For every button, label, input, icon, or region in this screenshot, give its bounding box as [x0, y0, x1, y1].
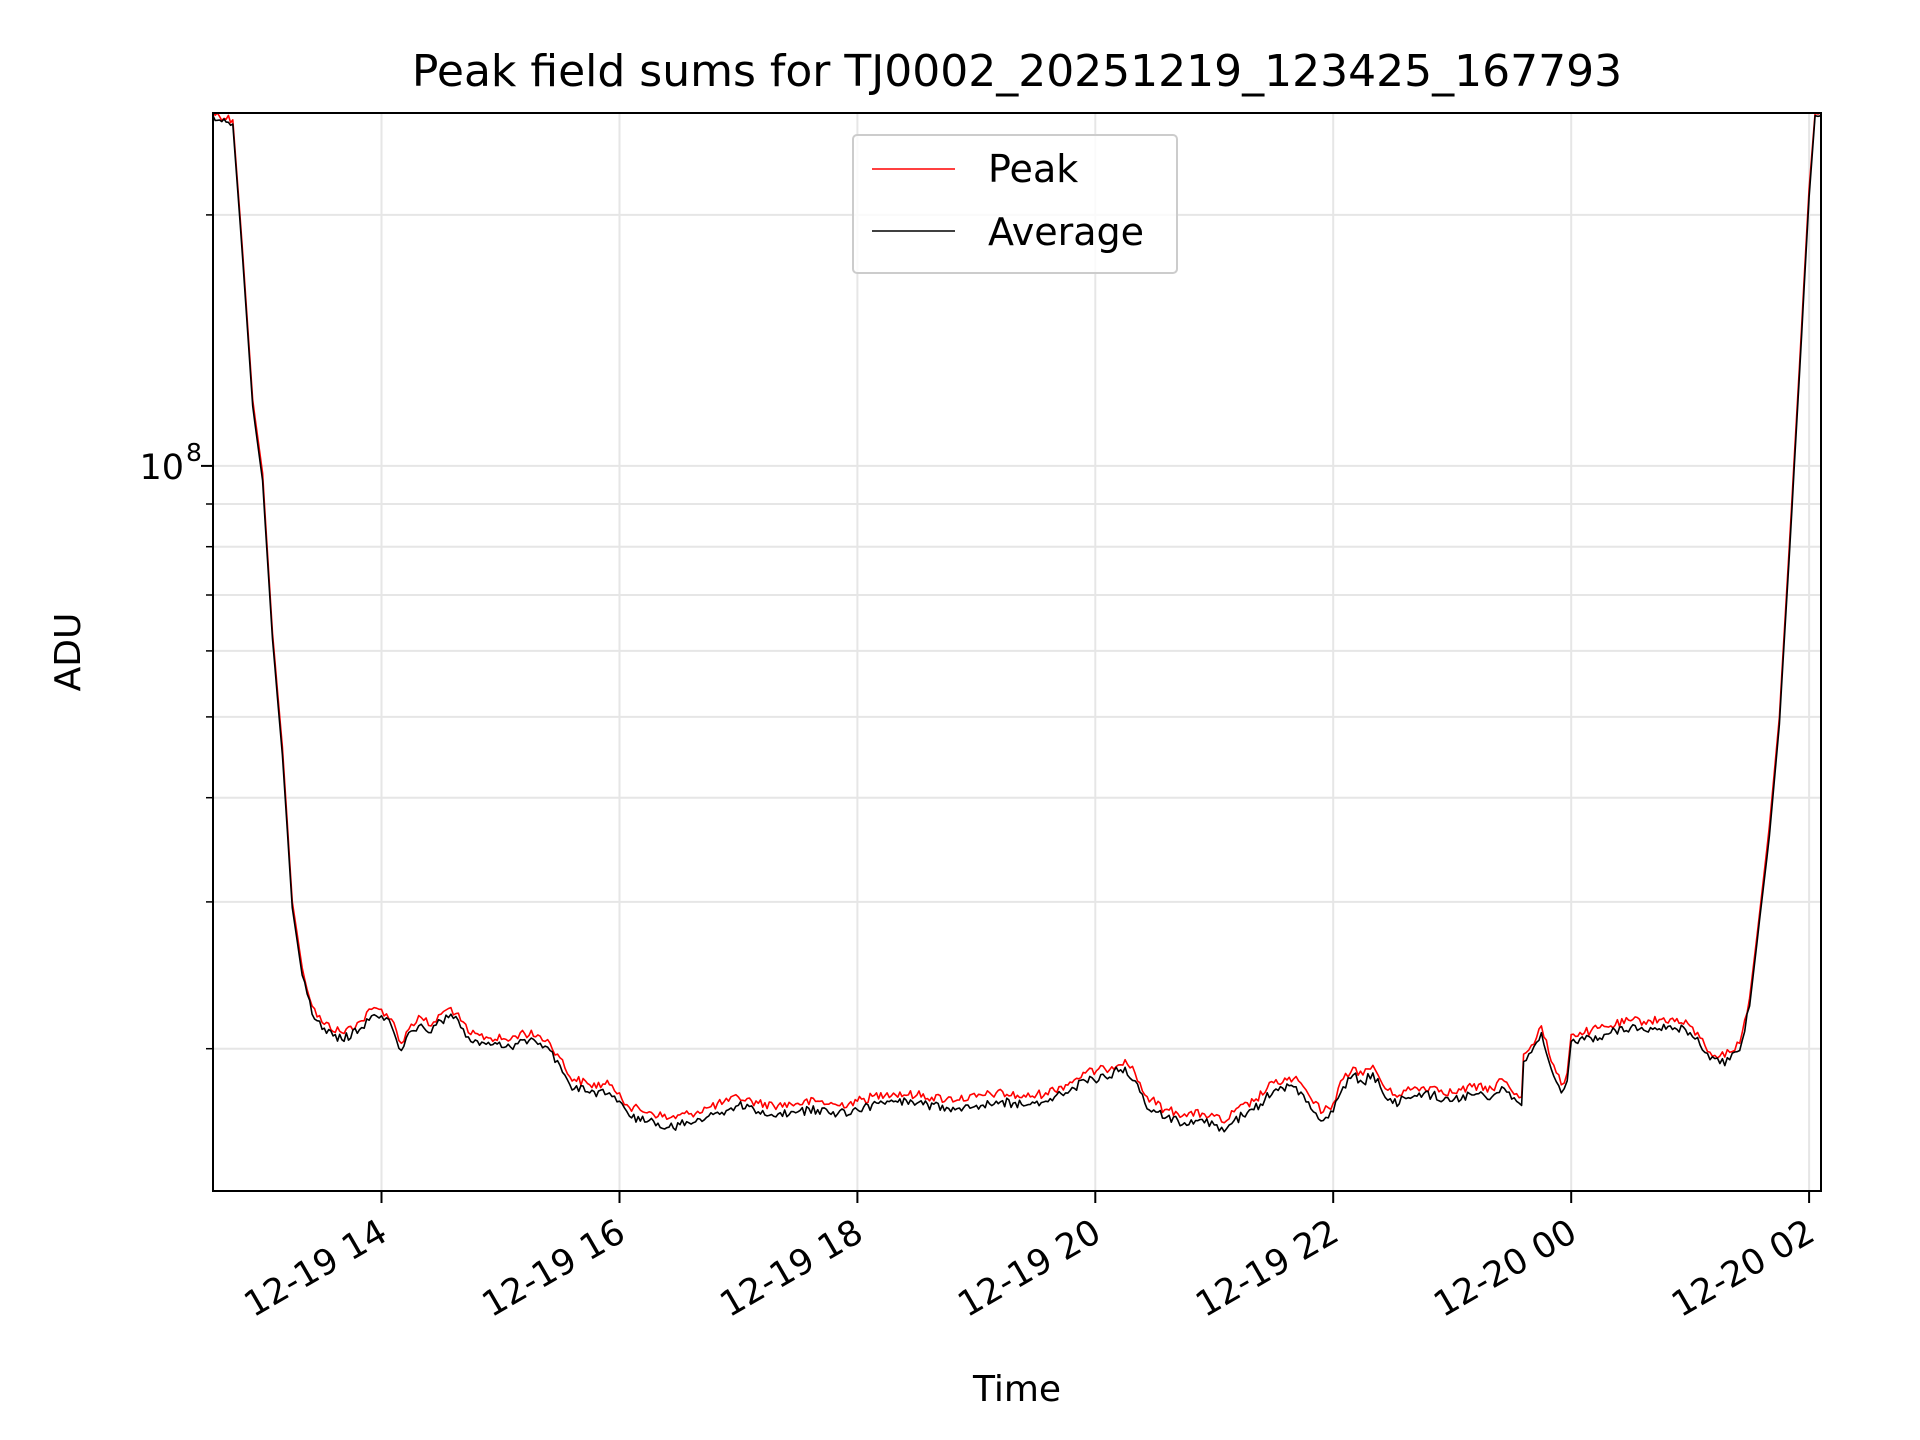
legend-label-peak: Peak	[988, 147, 1078, 191]
y-axis-label: ADU	[48, 613, 89, 692]
legend-label-average: Average	[988, 210, 1144, 254]
y-axis: 10 8	[139, 214, 213, 1050]
y-tick-label-exponent: 8	[186, 438, 202, 467]
legend: Peak Average	[852, 134, 1178, 274]
plot-frame	[212, 112, 1822, 1192]
chart-title: Peak field sums for TJ0002_20251219_1234…	[412, 46, 1622, 97]
series-layer	[213, 113, 1821, 1133]
y-tick-label: 10	[139, 448, 184, 488]
series-line-average	[213, 114, 1821, 1133]
x-axis-label: Time	[972, 1369, 1061, 1410]
series-line-peak	[213, 113, 1821, 1124]
